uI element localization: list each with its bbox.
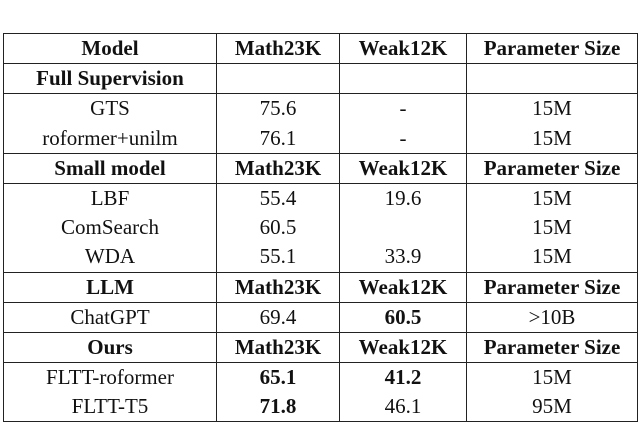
table-cell: ComSearch — [3, 213, 217, 243]
table-cell: 69.4 — [216, 301, 340, 333]
table-cell — [339, 63, 467, 94]
table-cell: Weak12K — [339, 271, 467, 303]
results-table: Model Math23K Weak12K Parameter Size Full Su… — [3, 32, 638, 423]
table-cell: Parameter Size — [466, 32, 638, 64]
table-cell: Math23K — [216, 331, 340, 363]
table-cell: 75.6 — [216, 93, 340, 124]
data-row: FLTT-roformer 65.1 41.2 15M — [3, 362, 638, 393]
table-cell: Parameter Size — [466, 271, 638, 303]
section-row: Ours Math23K Weak12K Parameter Size — [3, 331, 638, 363]
table-cell: >10B — [466, 301, 638, 333]
table-cell: Weak12K — [339, 152, 467, 184]
data-row: roformer+unilm 76.1-15M — [3, 123, 638, 154]
table-cell: 95M — [466, 392, 638, 423]
section-row: LLM Math23K Weak12K Parameter Size — [3, 271, 638, 303]
table-cell: 15M — [466, 362, 638, 393]
table-cell — [466, 63, 638, 94]
table-cell: 15M — [466, 182, 638, 214]
table-cell: Small model — [3, 152, 217, 184]
table-cell: 15M — [466, 93, 638, 124]
table-cell: 15M — [466, 213, 638, 243]
table-cell: - — [339, 93, 467, 124]
data-row: GTS 75.6-15M — [3, 93, 638, 124]
table-cell: roformer+unilm — [3, 123, 217, 154]
table-cell: 19.6 — [339, 182, 467, 214]
table-cell: 60.5 — [216, 213, 340, 243]
table-cell: 33.9 — [339, 242, 467, 272]
table-body: Model Math23K Weak12K Parameter Size Full Su… — [3, 32, 638, 423]
table-cell: 15M — [466, 242, 638, 272]
table-cell: Parameter Size — [466, 331, 638, 363]
table-cell: Weak12K — [339, 32, 467, 64]
table-cell — [339, 213, 467, 243]
table-cell: Parameter Size — [466, 152, 638, 184]
table-cell: Math23K — [216, 271, 340, 303]
table-cell: WDA — [3, 242, 217, 272]
data-row: LBF 55.4 19.6 15M — [3, 182, 638, 214]
table-cell: 55.4 — [216, 182, 340, 214]
table-cell: 76.1 — [216, 123, 340, 154]
table-cell: Math23K — [216, 32, 340, 64]
table-cell: Weak12K — [339, 331, 467, 363]
section-row: Small model Math23K Weak12K Parameter Size — [3, 152, 638, 184]
table-cell: Model — [3, 32, 217, 64]
table-cell: ChatGPT — [3, 301, 217, 333]
table-cell: FLTT-roformer — [3, 362, 217, 393]
table-cell — [216, 63, 340, 94]
table-cell: FLTT-T5 — [3, 392, 217, 423]
header-row: Model Math23K Weak12K Parameter Size — [3, 32, 638, 64]
data-row: ComSearch 60.5 15M — [3, 213, 638, 243]
table-cell: 55.1 — [216, 242, 340, 272]
data-row: WDA 55.1 33.9 15M — [3, 242, 638, 272]
table-cell: - — [339, 123, 467, 154]
table-cell: LBF — [3, 182, 217, 214]
table-cell: 65.1 — [216, 362, 340, 393]
table-cell: 60.5 — [339, 301, 467, 333]
table-cell: Ours — [3, 331, 217, 363]
table-cell: 46.1 — [339, 392, 467, 423]
table-cell: 41.2 — [339, 362, 467, 393]
table-cell: Full Supervision — [3, 63, 217, 94]
section-row: Full Supervision — [3, 63, 638, 94]
table-cell: 71.8 — [216, 392, 340, 423]
table-cell: 15M — [466, 123, 638, 154]
data-row: FLTT-T5 71.8 46.1 95M — [3, 392, 638, 423]
table-cell: GTS — [3, 93, 217, 124]
data-row: ChatGPT 69.4 60.5 >10B — [3, 301, 638, 333]
table-cell: LLM — [3, 271, 217, 303]
table-cell: Math23K — [216, 152, 340, 184]
